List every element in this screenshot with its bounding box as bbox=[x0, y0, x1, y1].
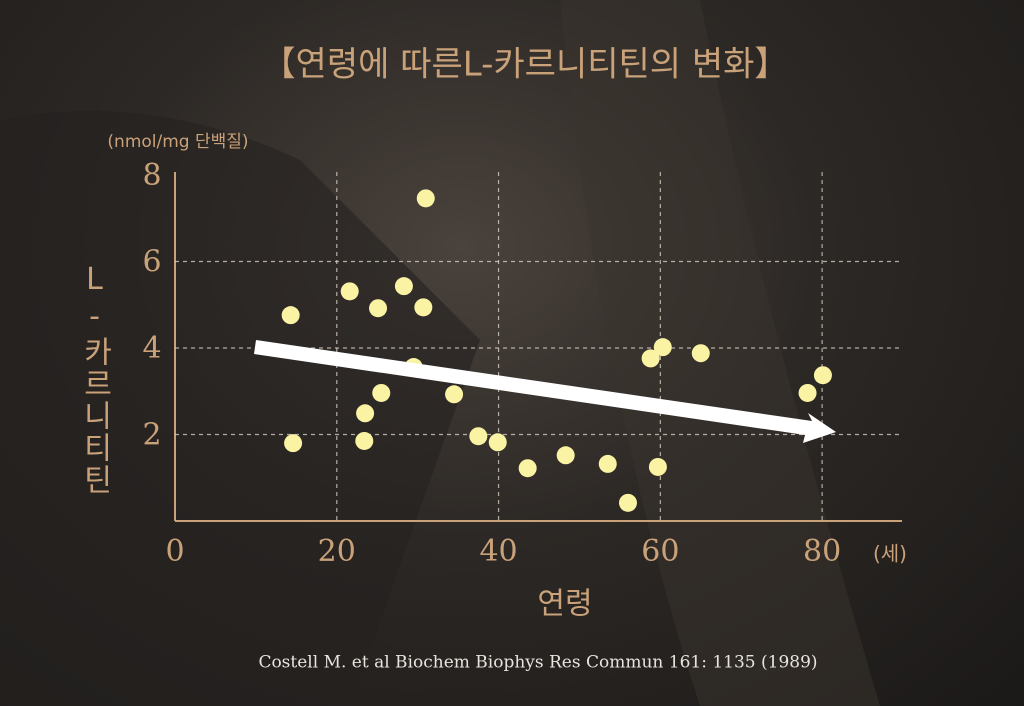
data-point bbox=[518, 459, 537, 478]
data-point bbox=[813, 366, 832, 385]
data-point bbox=[372, 383, 391, 402]
source: Costell M. et al Biochem Biophys Res Com… bbox=[258, 653, 817, 673]
data-point bbox=[488, 433, 507, 452]
x-tick-label: 80 bbox=[803, 534, 841, 569]
y-tick-label: 8 bbox=[142, 158, 161, 193]
data-point bbox=[648, 457, 667, 476]
data-point bbox=[414, 298, 433, 317]
data-point bbox=[340, 282, 359, 301]
data-point bbox=[445, 385, 464, 404]
data-point bbox=[618, 493, 637, 512]
chart-title: 【연령에 따른L-카르니티틴의 변화】 bbox=[262, 45, 789, 85]
y-tick-label: 2 bbox=[142, 418, 161, 453]
data-point bbox=[284, 434, 303, 453]
data-point bbox=[281, 306, 300, 325]
data-point bbox=[356, 404, 375, 423]
data-point bbox=[394, 277, 413, 296]
data-point bbox=[416, 189, 435, 208]
x-tick-label: 0 bbox=[165, 534, 184, 569]
data-point bbox=[641, 349, 660, 368]
data-point bbox=[598, 454, 617, 473]
data-point bbox=[653, 338, 672, 357]
data-point bbox=[556, 446, 575, 465]
x-tick-label: 40 bbox=[479, 534, 517, 569]
y-unit: (nmol/mg 단백질) bbox=[107, 132, 248, 152]
y-tick-label: 4 bbox=[142, 331, 161, 366]
x-tick-label: 60 bbox=[641, 534, 679, 569]
x-tick-label: 20 bbox=[318, 534, 356, 569]
data-point bbox=[691, 344, 710, 363]
trend-arrow bbox=[254, 340, 836, 443]
y-label: L-카르니티틴 bbox=[77, 262, 112, 496]
data-point bbox=[798, 383, 817, 402]
x-unit: (세) bbox=[873, 542, 907, 566]
x-label: 연령 bbox=[537, 587, 592, 622]
data-point bbox=[369, 299, 388, 318]
data-point bbox=[355, 431, 374, 450]
y-tick-label: 6 bbox=[142, 245, 161, 280]
data-point bbox=[469, 427, 488, 446]
